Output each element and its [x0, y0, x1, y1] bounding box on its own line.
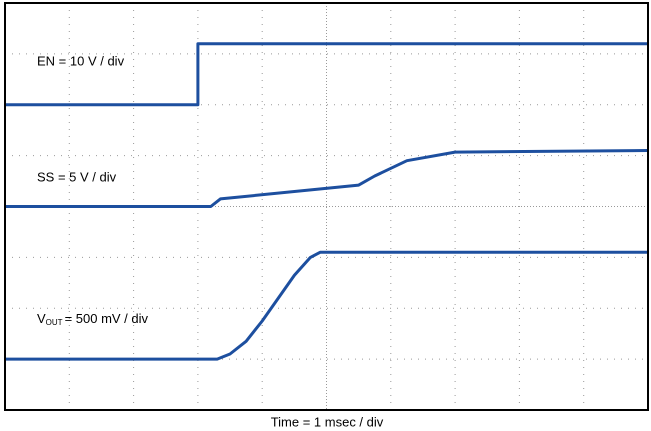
trace	[5, 250, 648, 361]
vout-v: V	[37, 311, 46, 326]
traces	[5, 42, 649, 361]
vout-label: VOUT = 500 mV / div	[37, 311, 149, 327]
plot-frame	[4, 2, 649, 411]
ss-label: SS = 5 V / div	[37, 169, 117, 184]
vout-sub: OUT	[46, 318, 63, 327]
en-label: EN = 10 V / div	[37, 53, 125, 68]
trace	[5, 149, 649, 208]
vout-rest: = 500 mV / div	[65, 311, 149, 326]
trace	[5, 42, 648, 107]
x-axis-label: Time = 1 msec / div	[271, 414, 384, 429]
